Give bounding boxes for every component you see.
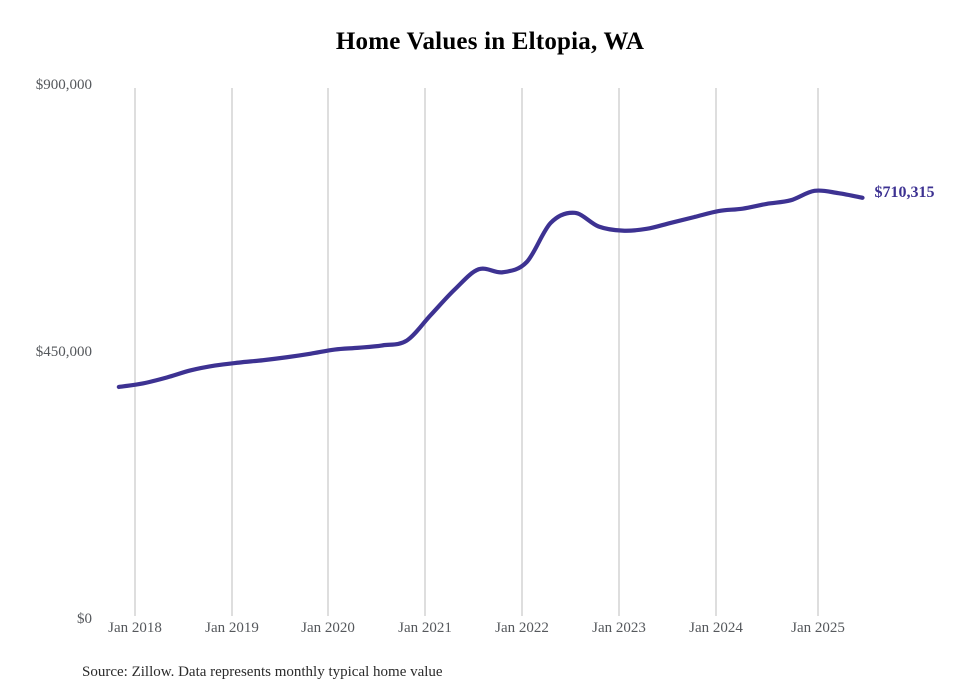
x-axis-tick-jan-2018: Jan 2018 <box>108 620 162 636</box>
x-axis-tick-jan-2025: Jan 2025 <box>791 620 845 636</box>
data-line-typical-home-value <box>116 188 865 390</box>
x-axis-tick-jan-2022: Jan 2022 <box>495 620 549 636</box>
end-value-annotation: $710,315 <box>874 183 935 201</box>
x-axis-tick-jan-2024: Jan 2024 <box>689 620 743 636</box>
x-axis-tick-jan-2023: Jan 2023 <box>592 620 646 636</box>
x-axis-tick-jan-2019: Jan 2019 <box>205 620 259 636</box>
source-note: Source: Zillow. Data represents monthly … <box>82 664 443 680</box>
x-axis-tick-jan-2021: Jan 2021 <box>398 620 452 636</box>
gridlines <box>134 88 819 616</box>
y-axis-tick-450000: $450,000 <box>35 344 92 360</box>
x-axis-tick-jan-2020: Jan 2020 <box>301 620 355 636</box>
page-title: Home Values in Eltopia, WA <box>335 28 645 55</box>
y-axis-tick-0: $0 <box>77 611 92 627</box>
y-axis-tick-900000: $900,000 <box>35 77 92 93</box>
